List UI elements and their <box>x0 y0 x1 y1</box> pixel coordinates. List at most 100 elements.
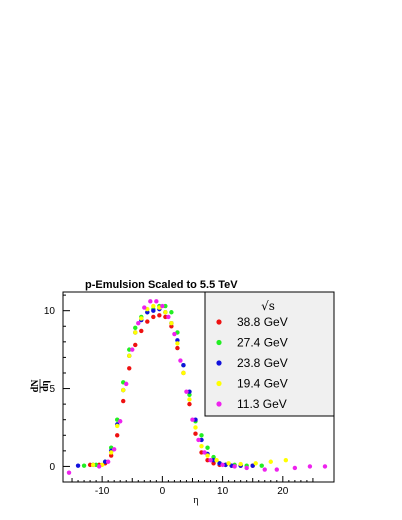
y-tick-label: 10 <box>44 306 56 317</box>
data-point <box>163 314 168 320</box>
data-point <box>205 457 210 463</box>
data-point <box>274 467 279 472</box>
data-point <box>193 431 198 436</box>
x-tick-label: 20 <box>277 486 289 497</box>
chart-title: p-Emulsion Scaled to 5.5 TeV <box>85 279 238 291</box>
data-point <box>199 450 204 455</box>
data-point <box>163 303 168 309</box>
legend-marker <box>216 360 222 366</box>
data-point <box>102 459 108 464</box>
data-point <box>145 310 150 315</box>
y-axis-label-numerator: dN <box>30 379 41 393</box>
data-point <box>322 464 328 469</box>
data-point <box>172 331 177 337</box>
data-point <box>81 463 87 468</box>
data-point <box>166 314 171 320</box>
x-axis: -10 0 10 20 <box>71 476 314 497</box>
data-point <box>220 462 225 468</box>
data-point <box>111 447 117 452</box>
data-point <box>142 305 147 310</box>
legend-entry: 19.4 GeV <box>237 377 288 391</box>
data-point <box>196 437 201 443</box>
y-tick-label: 0 <box>49 462 55 473</box>
data-point <box>139 328 144 334</box>
data-point <box>184 389 189 394</box>
data-point <box>108 453 114 458</box>
data-point <box>124 381 129 387</box>
data-point <box>193 417 198 422</box>
data-point <box>169 324 174 329</box>
data-point <box>96 464 102 469</box>
data-point <box>250 463 255 468</box>
data-point <box>157 313 162 318</box>
data-points <box>66 299 328 475</box>
legend-entry: 23.8 GeV <box>237 356 288 370</box>
legend-marker <box>216 380 222 387</box>
data-point <box>199 433 204 438</box>
data-point <box>169 310 174 315</box>
data-point <box>133 342 138 348</box>
data-point <box>127 347 132 352</box>
legend-marker <box>216 339 222 346</box>
y-axis-label: dN dη <box>30 379 51 393</box>
data-point <box>145 319 150 324</box>
data-point <box>211 457 216 463</box>
data-point <box>121 387 126 393</box>
data-point <box>175 338 180 343</box>
x-tick-label: 10 <box>217 486 229 497</box>
data-point <box>130 347 135 352</box>
y-axis-label-denominator: dη <box>40 380 51 392</box>
legend: √s 38.8 GeV 27.4 GeV 23.8 GeV 19.4 GeV 11.3 … <box>204 291 335 417</box>
data-point <box>127 353 132 359</box>
data-point <box>214 457 219 463</box>
legend-entry: 27.4 GeV <box>237 336 288 350</box>
data-point <box>139 316 144 321</box>
data-point <box>151 314 156 320</box>
data-point <box>90 462 96 468</box>
data-point <box>208 457 213 463</box>
data-point <box>160 303 165 309</box>
data-point <box>163 310 168 315</box>
x-tick-label: 0 <box>160 486 166 497</box>
legend-header: √s <box>261 299 275 313</box>
data-point <box>283 457 289 463</box>
data-point <box>211 461 216 466</box>
data-point <box>187 401 192 407</box>
legend-marker <box>216 401 222 407</box>
y-tick-label: 5 <box>49 384 55 395</box>
y-axis: 0 5 10 <box>44 294 70 483</box>
data-point <box>108 450 114 455</box>
data-point <box>154 299 159 304</box>
data-point <box>151 308 156 313</box>
data-point <box>115 423 120 429</box>
data-point <box>66 470 72 475</box>
data-point <box>187 397 192 402</box>
data-point <box>307 464 313 469</box>
data-point <box>169 320 174 326</box>
legend-box <box>204 291 335 417</box>
data-point <box>187 392 192 397</box>
data-point <box>133 325 138 331</box>
x-tick-label: -10 <box>95 486 110 497</box>
data-point <box>151 303 156 309</box>
data-point <box>253 461 258 466</box>
data-point <box>121 398 126 404</box>
x-axis-label: η <box>193 495 198 506</box>
data-point <box>148 299 153 304</box>
legend-marker <box>216 319 222 325</box>
data-point <box>105 459 111 464</box>
data-point <box>181 362 186 368</box>
data-point <box>127 366 132 371</box>
data-point <box>175 341 180 346</box>
data-point <box>205 453 210 458</box>
data-point <box>193 425 198 430</box>
data-point <box>175 345 180 351</box>
data-point <box>181 370 186 376</box>
data-point <box>268 459 273 464</box>
data-point <box>244 465 249 471</box>
data-point <box>262 467 267 472</box>
data-point <box>87 462 93 468</box>
data-point <box>187 389 192 394</box>
legend-entry: 11.3 GeV <box>237 397 287 411</box>
